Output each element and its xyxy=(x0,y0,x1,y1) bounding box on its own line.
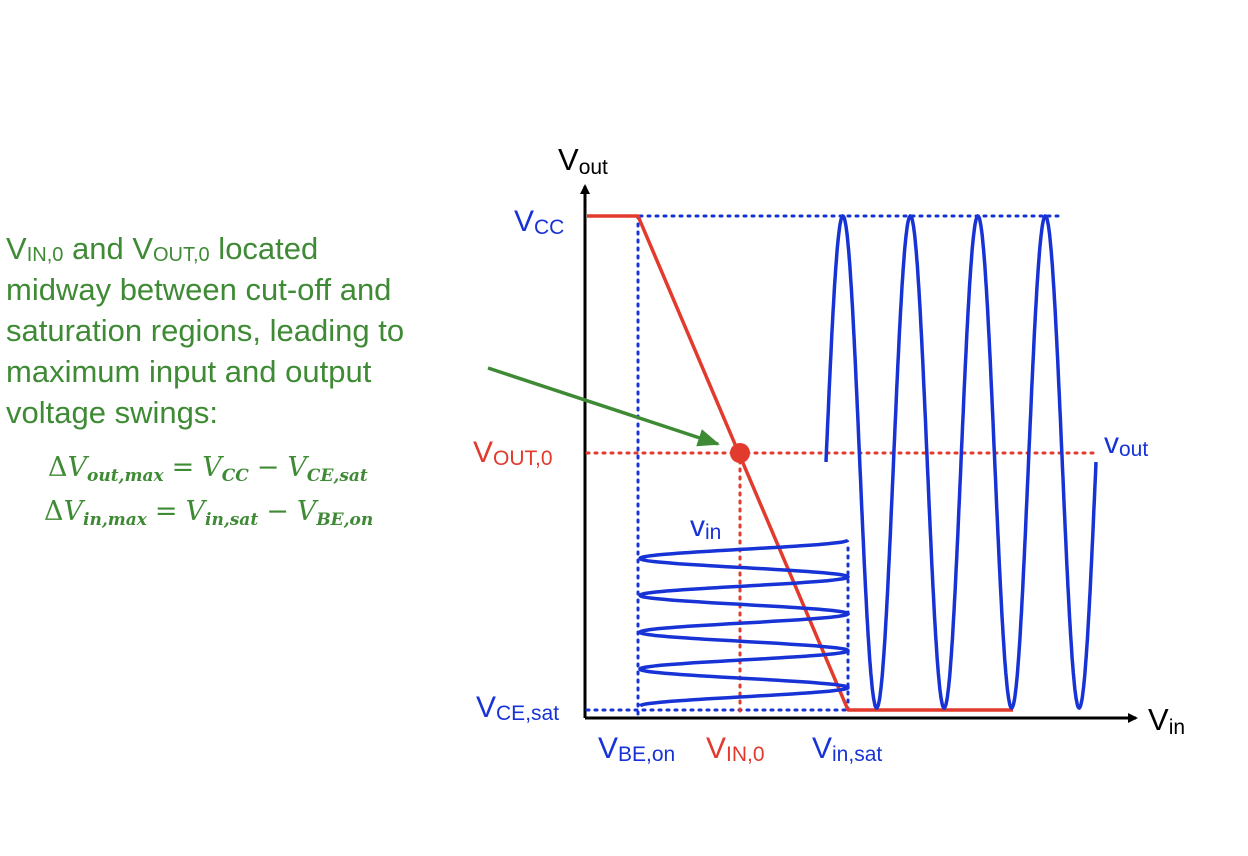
vin-signal-wave xyxy=(637,538,851,708)
vout0-label: VOUT,0 xyxy=(473,436,553,470)
annotation-line-2: midway between cut-off and xyxy=(6,272,392,307)
vout-signal-wave xyxy=(824,213,1098,711)
annotation-line-3: saturation regions, leading to xyxy=(6,313,405,348)
annotation-arrow xyxy=(487,366,720,447)
y-axis-label: Vout xyxy=(558,142,608,179)
annotation-line-5: voltage swings: xyxy=(6,395,218,430)
operating-point xyxy=(730,443,750,463)
annotation-line-1: VIN,0 and VOUT,0 located xyxy=(6,231,319,266)
vcc-label: VCC xyxy=(514,205,564,239)
annotation-line-4: maximum input and output xyxy=(6,354,372,389)
vout-signal-label: vout xyxy=(1104,427,1148,461)
vbeon-label: VBE,on xyxy=(598,732,675,766)
vinsat-label: Vin,sat xyxy=(812,732,882,766)
vcesat-label: VCE,sat xyxy=(476,691,559,725)
vin-signal-label: vin xyxy=(690,510,721,544)
equation-input-swing: ΔVin,max = Vin,sat − VBE,on xyxy=(44,496,374,530)
transfer-curve xyxy=(587,214,1013,712)
equation-output-swing: ΔVout,max = VCC − VCE,sat xyxy=(48,452,368,486)
annotation-text: VIN,0 and VOUT,0 located midway between … xyxy=(6,228,506,433)
x-axis-label: Vin xyxy=(1148,702,1185,739)
vin0-label: VIN,0 xyxy=(706,732,765,766)
